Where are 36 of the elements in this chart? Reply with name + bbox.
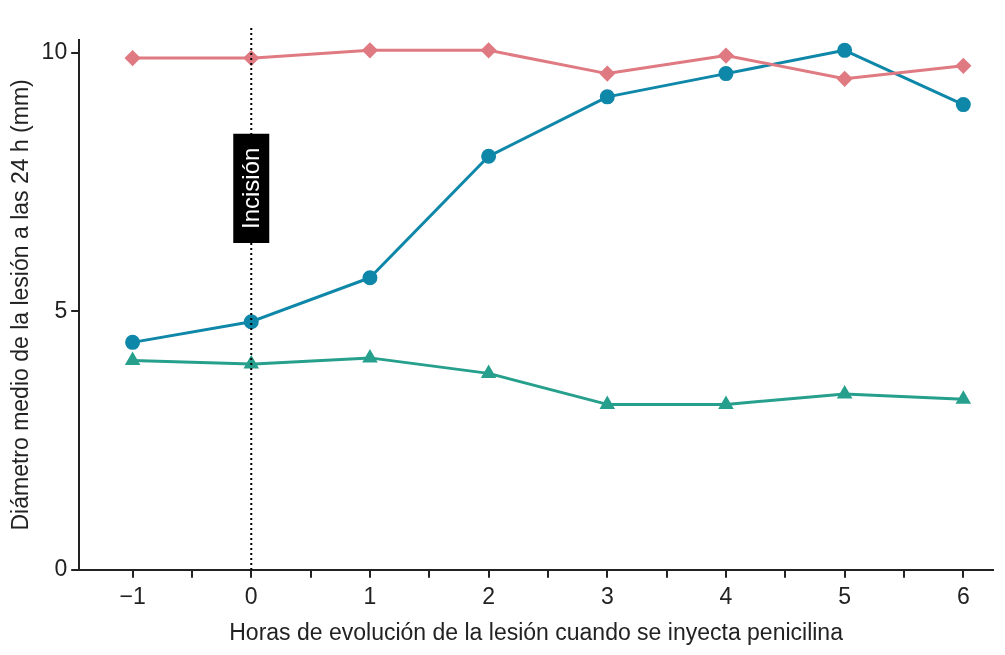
point [481,42,497,58]
point [956,391,971,404]
point [837,42,853,58]
point [837,386,852,399]
point [243,314,259,330]
point [125,50,141,66]
point [600,396,614,409]
x-tick-label: 3 [600,582,614,609]
x-tick-label: 4 [719,582,733,609]
point [599,66,615,82]
y-axis-title: Diámetro medio de la lesión a las 24 h (mm) [7,79,34,531]
x-tick-label: 1 [363,582,377,609]
x-tick-label: 5 [838,582,852,609]
x-tick-label: 6 [956,582,970,609]
point [125,334,141,350]
point [125,352,140,365]
point [363,350,377,363]
point [481,365,496,378]
y-tick-label: 10 [41,38,68,65]
y-tick-label: 0 [54,555,68,582]
point [718,66,734,82]
point [955,58,971,74]
x-axis-title: Horas de evolución de la lesión cuando se inyecta penicilina [229,618,844,645]
point [362,42,378,58]
x-tick-label: −1 [119,582,146,609]
point [718,48,734,64]
y-tick-label: 5 [54,296,68,323]
point [362,270,378,286]
point [719,396,733,409]
point [599,89,615,105]
point [481,148,497,164]
point [837,71,853,87]
point [955,97,971,113]
x-tick-label: 2 [482,582,496,609]
x-tick-label: 0 [244,582,258,609]
ref-line-label: Incisión [236,147,264,230]
